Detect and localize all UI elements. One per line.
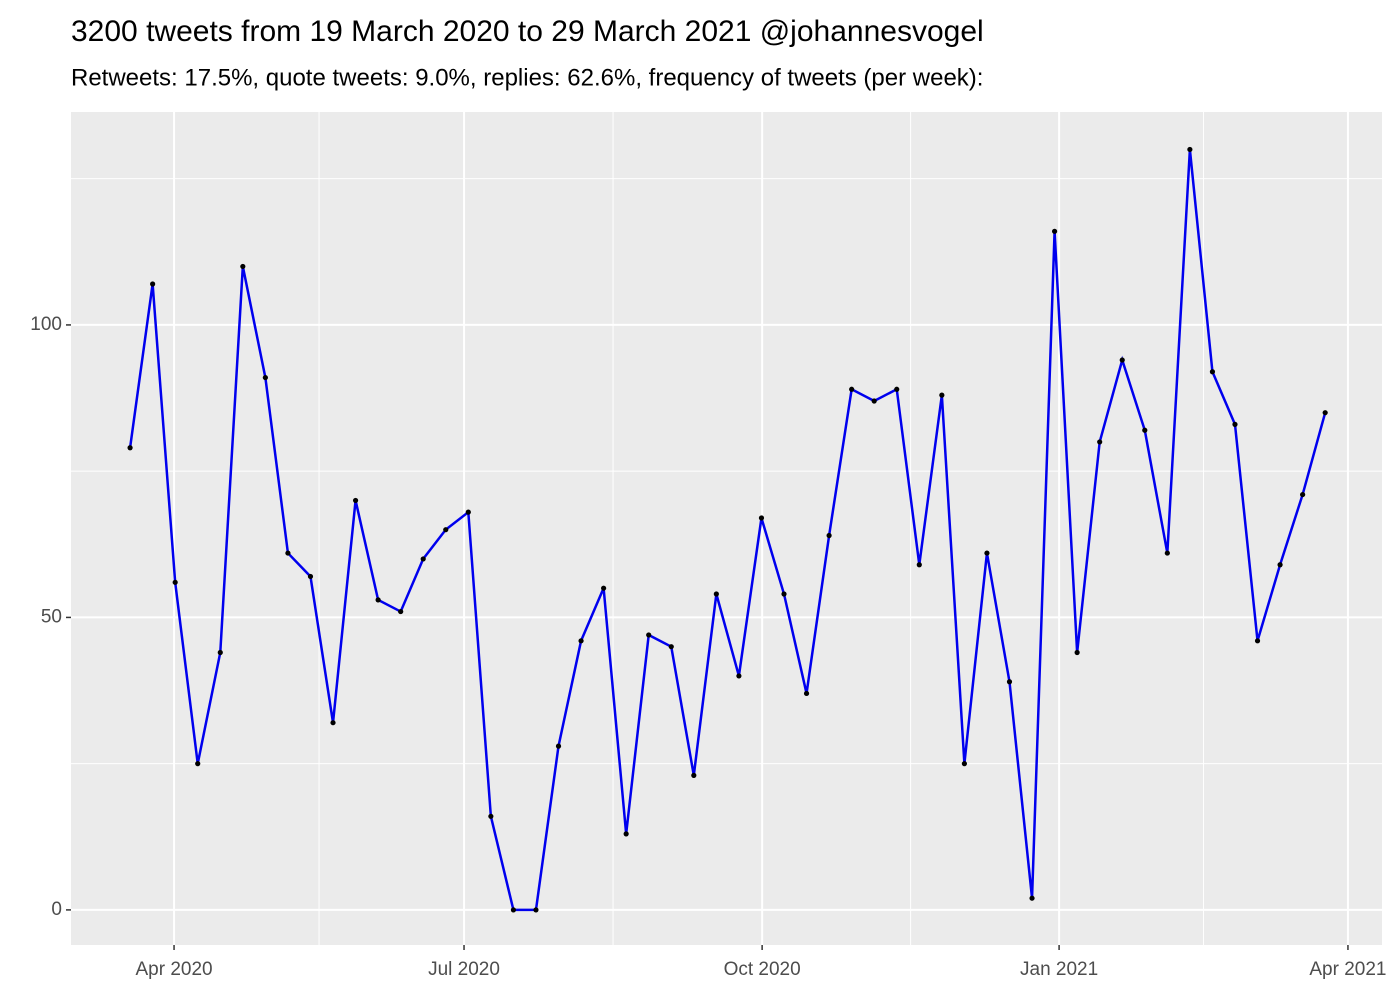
y-tick-label: 50: [41, 606, 62, 627]
data-point: [420, 556, 426, 562]
data-point: [916, 562, 922, 568]
data-point: [1232, 421, 1238, 427]
data-point: [172, 579, 178, 585]
data-point: [961, 761, 967, 767]
data-point: [217, 649, 223, 656]
data-point: [307, 573, 314, 580]
data-point: [1254, 638, 1261, 644]
data-point: [826, 532, 832, 539]
data-point: [849, 386, 855, 392]
data-point: [1074, 649, 1080, 656]
data-point: [984, 550, 990, 556]
data-point: [1164, 550, 1170, 556]
chart-title: 3200 tweets from 19 March 2020 to 29 Mar…: [71, 15, 984, 48]
data-point: [1119, 357, 1125, 363]
data-point: [803, 690, 810, 697]
x-tick-label: Apr 2021: [1309, 959, 1386, 980]
data-point: [758, 515, 765, 521]
data-point: [1097, 439, 1103, 445]
data-point: [398, 608, 404, 615]
data-point: [1187, 146, 1193, 153]
data-point: [150, 281, 156, 287]
data-point: [285, 550, 291, 556]
data-point: [713, 591, 719, 597]
data-point: [1277, 562, 1283, 568]
data-point: [443, 527, 449, 533]
data-point: [127, 445, 133, 451]
data-point: [871, 398, 877, 404]
data-point: [1142, 427, 1148, 433]
data-point: [736, 673, 742, 679]
x-tick-label: Jul 2020: [428, 959, 500, 980]
data-point: [939, 392, 945, 398]
data-point: [465, 509, 471, 515]
data-point: [1006, 679, 1013, 685]
data-point: [668, 644, 674, 650]
chart-subtitle: Retweets: 17.5%, quote tweets: 9.0%, rep…: [71, 64, 983, 91]
data-point: [375, 597, 381, 603]
x-tick-label: Jan 2021: [1020, 959, 1098, 980]
data-point: [533, 907, 539, 913]
data-point: [330, 720, 336, 726]
data-point: [894, 386, 900, 392]
data-point: [646, 632, 652, 638]
y-tick-label: 0: [51, 899, 62, 920]
data-point: [240, 263, 246, 270]
data-point: [262, 374, 268, 381]
x-tick-label: Apr 2020: [135, 959, 212, 980]
y-tick-label: 100: [30, 314, 62, 335]
data-point: [623, 831, 629, 837]
data-point: [691, 772, 697, 778]
data-point: [1322, 410, 1328, 416]
data-point: [1209, 369, 1216, 375]
data-point: [1300, 491, 1306, 498]
data-point: [555, 743, 562, 749]
series-line: [128, 149, 1327, 912]
data-point: [781, 591, 787, 597]
data-point: [352, 497, 359, 504]
data-point: [601, 585, 607, 591]
data-point: [510, 907, 517, 913]
data-point: [578, 638, 584, 644]
data-point: [195, 761, 201, 767]
data-point: [1029, 895, 1035, 901]
data-point: [488, 813, 494, 819]
x-tick-label: Oct 2020: [724, 959, 801, 980]
data-point: [1051, 228, 1058, 234]
